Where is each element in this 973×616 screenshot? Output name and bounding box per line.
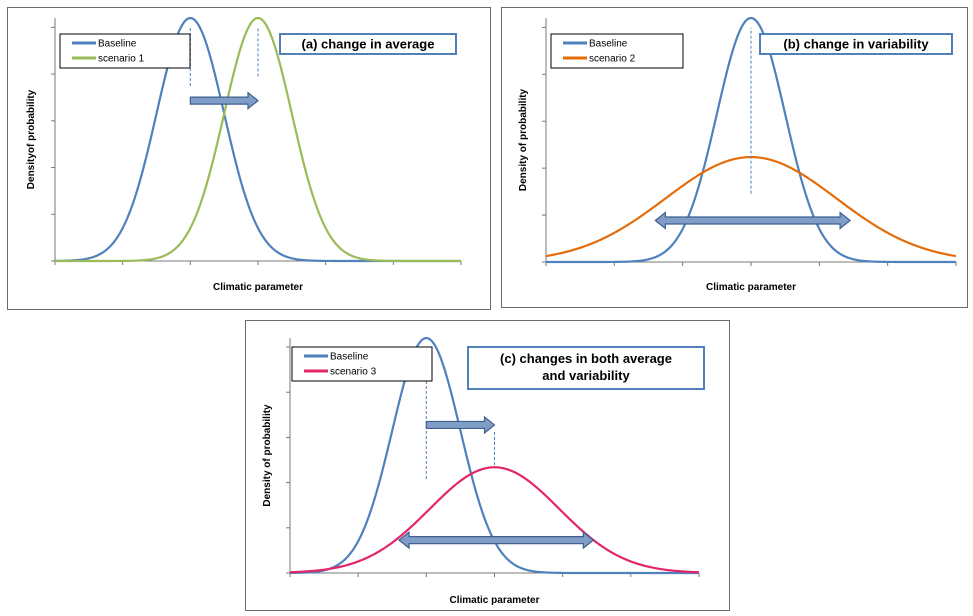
x-axis-label: Climatic parameter bbox=[213, 282, 303, 293]
chart-a: Baseline scenario 1 (a) change in average C… bbox=[26, 16, 462, 293]
chart-title-box bbox=[467, 346, 705, 390]
legend-label: Baseline bbox=[589, 39, 628, 50]
legend-label: scenario 3 bbox=[330, 367, 377, 378]
legend-label: scenario 1 bbox=[98, 54, 145, 65]
chart-title-line-2: and variability bbox=[542, 368, 630, 383]
y-axis-label: Density of probability bbox=[518, 88, 529, 191]
chart-title-box bbox=[759, 33, 953, 55]
legend-label: Baseline bbox=[98, 39, 137, 50]
legend-box bbox=[291, 346, 433, 382]
legend-label: Baseline bbox=[330, 352, 369, 363]
chart-panel-a: Baseline scenario 1 (a) change in average C… bbox=[7, 7, 491, 310]
legend-box bbox=[550, 33, 684, 69]
legend-box bbox=[59, 33, 191, 69]
chart-panel-c: Baseline scenario 3 (c) changes in both av… bbox=[245, 320, 730, 611]
series-line-baseline bbox=[546, 16, 956, 264]
double-arrow-annotation bbox=[654, 211, 852, 230]
legend-label: scenario 2 bbox=[589, 54, 636, 65]
x-axis-label: Climatic parameter bbox=[449, 595, 539, 606]
chart-c: Baseline scenario 3 (c) changes in both av… bbox=[262, 336, 705, 606]
chart-b: Baseline scenario 2 (b) change in variabil… bbox=[518, 16, 957, 293]
chart-title: (b) change in variability bbox=[783, 37, 929, 52]
x-axis-label: Climatic parameter bbox=[706, 282, 796, 293]
series-line-scenario-3 bbox=[289, 466, 700, 574]
double-arrow-annotation bbox=[398, 530, 595, 550]
chart-title-box bbox=[279, 33, 457, 55]
y-axis-label: Densityof probability bbox=[26, 89, 37, 189]
y-axis-label: Density of probability bbox=[262, 404, 273, 507]
right-arrow-annotation bbox=[425, 415, 496, 435]
chart-title-line-1: (c) changes in both average bbox=[500, 351, 672, 366]
series-line-scenario-1 bbox=[55, 16, 461, 263]
chart-panel-b: Baseline scenario 2 (b) change in variabil… bbox=[501, 7, 968, 308]
chart-title: (a) change in average bbox=[302, 37, 435, 52]
right-arrow-annotation bbox=[189, 91, 259, 110]
